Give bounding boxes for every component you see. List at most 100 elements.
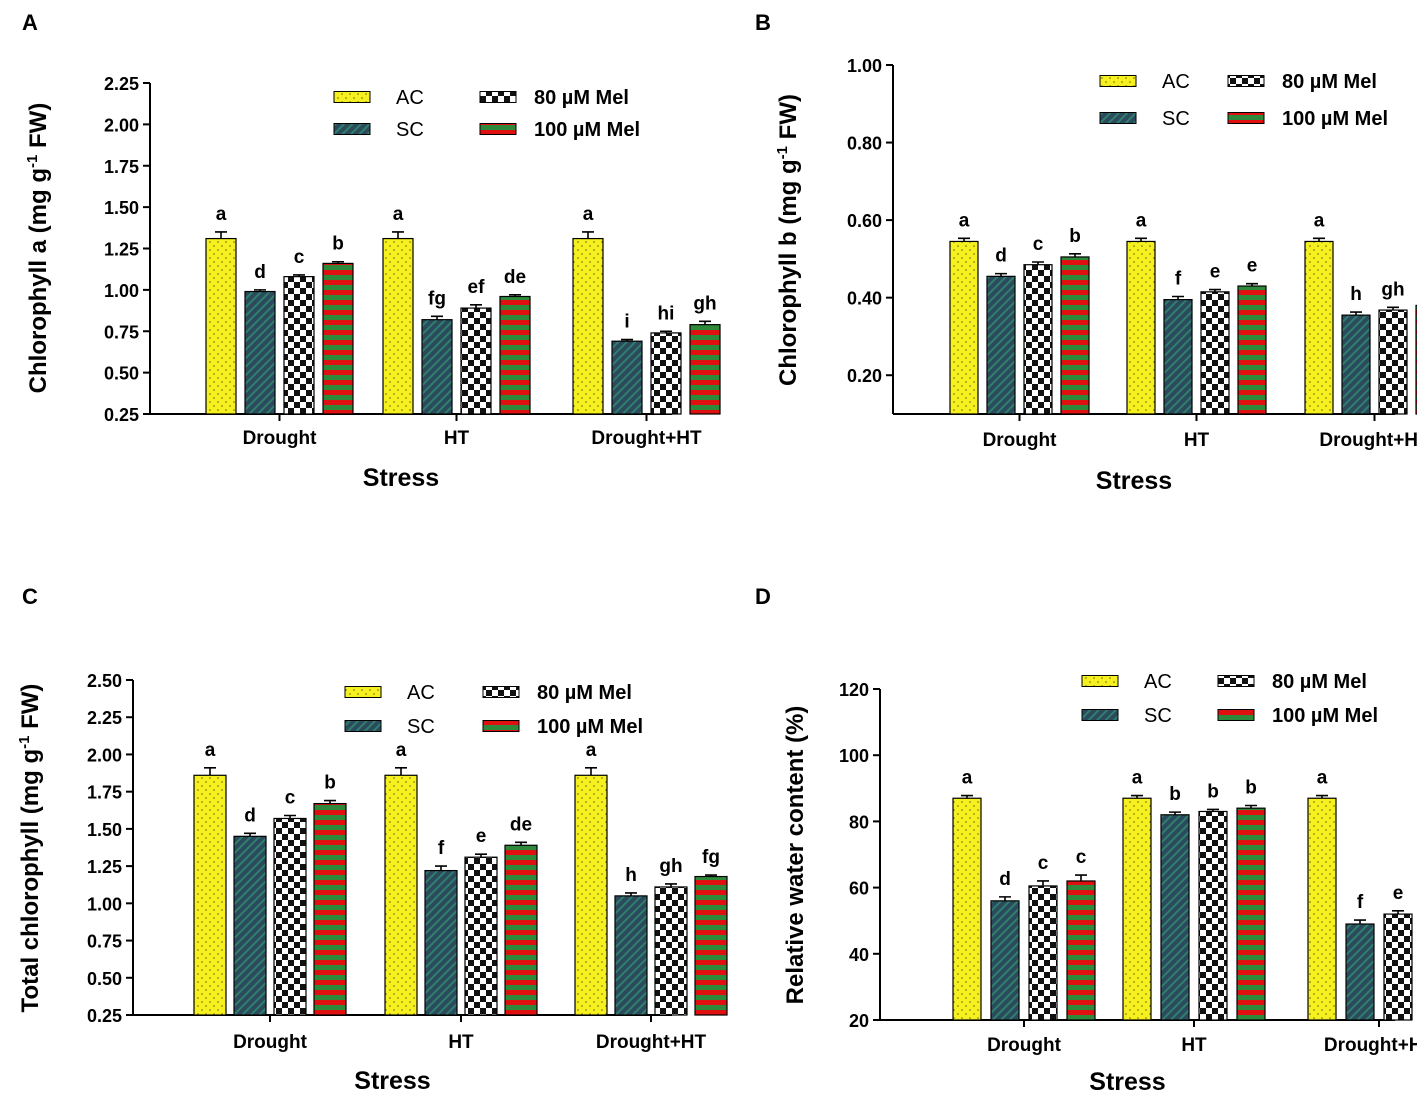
bar-mel100-drought-ht (694, 875, 728, 1016)
error-bar (1172, 295, 1184, 300)
legend-swatch-sc (1081, 709, 1119, 721)
error-bar (1131, 794, 1143, 799)
significance-letter: f (1357, 892, 1364, 913)
legend-label-sc: SC (396, 119, 424, 141)
error-bar (999, 896, 1011, 901)
y-axis-title: Chlorophyll b (mg g-1 FW) (774, 94, 802, 386)
error-bar (1207, 808, 1219, 812)
significance-letter: h (1350, 284, 1362, 305)
x-tick-label: Drought+HT (1319, 430, 1417, 451)
y-tick-label: 40 (849, 945, 869, 965)
legend-swatch-ac (344, 686, 382, 698)
y-tick-label: 1.25 (104, 240, 139, 260)
error-bar (961, 794, 973, 799)
significance-letter: d (254, 262, 266, 283)
bar-mel80-drought-ht (654, 886, 688, 1016)
error-bar (1075, 874, 1087, 881)
bar-sc-drought (986, 275, 1016, 415)
panel-a: A 0.25 0.50 0.75 1.00 1.25 1.50 1.75 2.00 2.25 Dro… (22, 10, 721, 492)
legend-swatch-mel100 (1217, 709, 1255, 721)
error-bar (1350, 311, 1362, 316)
x-axis-title: Stress (1096, 467, 1172, 495)
error-bar (1069, 253, 1081, 257)
y-tick-label: 0.50 (104, 364, 139, 384)
x-tick-label: Drought (243, 428, 318, 449)
bar-ac-ht (1126, 240, 1156, 415)
bar-sc-drought (244, 290, 276, 415)
error-bar (1392, 909, 1404, 915)
bar-mel100-drought (1060, 256, 1090, 415)
legend-label-mel80: 80 µM Mel (537, 682, 632, 704)
y-tick-label: 60 (849, 879, 869, 899)
y-axis-title-superscript: -1 (16, 736, 33, 749)
significance-letter: c (285, 787, 296, 808)
x-tick-label: Drought+HT (596, 1032, 707, 1053)
significance-letter: a (962, 768, 973, 789)
y-tick-label: 1.75 (104, 157, 139, 177)
y-axis-title-end: FW) (17, 684, 44, 736)
legend-swatch-ac (333, 91, 371, 103)
significance-letter: gh (693, 293, 716, 314)
y-tick-label: 0.20 (847, 366, 882, 386)
significance-letter: c (1038, 853, 1049, 874)
significance-letter: a (1132, 768, 1143, 789)
significance-letter: a (583, 204, 594, 225)
significance-letter: a (396, 740, 407, 761)
y-axis-title-superscript: -1 (24, 155, 41, 168)
bar-mel100-drought (313, 802, 347, 1016)
y-axis-title-end: FW) (25, 103, 52, 155)
panel-label: C (22, 584, 38, 609)
y-axis-title-superscript: -1 (774, 146, 791, 159)
significance-letter: gh (1381, 279, 1404, 300)
panel-b: B 0.20 0.40 0.60 0.80 1.00 Drought HT Drought+HT… (755, 10, 1417, 495)
y-tick-label: 0.40 (847, 289, 882, 309)
y-tick-label: 1.50 (87, 820, 122, 840)
significance-letter: c (1033, 234, 1044, 255)
y-tick-label: 1.00 (87, 894, 122, 914)
bar-ac-drought-ht (1307, 797, 1337, 1021)
y-axis-title: Relative water content (%) (782, 706, 809, 1005)
error-bar (1387, 306, 1399, 311)
bar-mel80-ht (1200, 291, 1230, 415)
bar-sc-ht (1163, 299, 1193, 415)
legend-swatch-ac (1099, 75, 1137, 87)
y-tick-label: 0.25 (104, 405, 139, 425)
legend: AC SC 80 µM Mel 100 µM Mel (1081, 671, 1378, 727)
bar-mel100-drought-ht (689, 324, 721, 415)
bar-sc-drought-ht (611, 340, 643, 415)
legend-label-sc: SC (407, 716, 435, 738)
significance-letter: a (1317, 768, 1328, 789)
legend-swatch-mel80 (479, 91, 517, 103)
significance-letter: b (324, 773, 336, 794)
legend-label-mel100: 100 µM Mel (534, 119, 640, 141)
y-tick-label: 100 (839, 746, 869, 766)
y-axis-title-main: Relative water content (%) (782, 706, 809, 1005)
y-axis-title: Chlorophyll a (mg g-1 FW) (24, 103, 52, 394)
error-bar (284, 814, 296, 819)
significance-letter: a (216, 204, 227, 225)
error-bar (395, 767, 407, 776)
y-tick-label: 0.60 (847, 211, 882, 231)
y-axis-title-main: Chlorophyll a (mg g (25, 168, 52, 393)
bar-ac-drought (952, 797, 982, 1021)
panel-label: A (22, 10, 38, 35)
x-axis-title: Stress (363, 464, 439, 492)
legend-label-mel80: 80 µM Mel (534, 87, 629, 109)
panel-c: C 0.25 0.50 0.75 1.00 1.25 1.50 1.75 2.00 2.25 2.5… (16, 584, 728, 1095)
legend-swatch-sc (344, 720, 382, 732)
error-bar (1135, 237, 1147, 242)
significance-letter: f (1175, 269, 1182, 290)
error-bar (1246, 282, 1258, 287)
error-bar (1037, 880, 1049, 886)
bar-mel80-drought (1028, 885, 1058, 1021)
bar-sc-ht (424, 869, 458, 1016)
x-axis-title: Stress (354, 1067, 430, 1095)
significance-letter: c (294, 247, 305, 268)
error-bar (660, 330, 672, 333)
legend-label-mel80: 80 µM Mel (1282, 71, 1377, 93)
significance-letter: gh (659, 856, 682, 877)
error-bar (244, 832, 256, 837)
error-bar (585, 767, 597, 776)
error-bar (625, 892, 637, 896)
legend-label-sc: SC (1162, 108, 1190, 130)
